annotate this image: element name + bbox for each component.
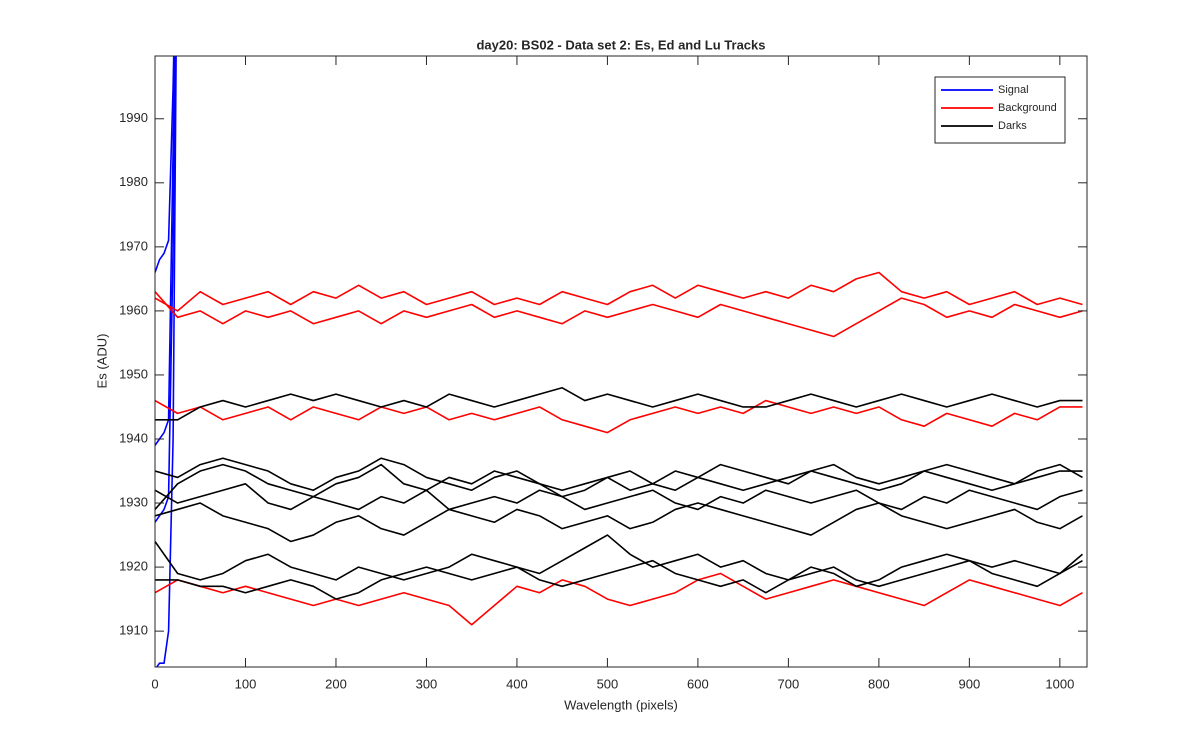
legend-label: Signal — [998, 84, 1029, 96]
x-axis-label: Wavelength (pixels) — [564, 697, 678, 712]
series-line — [155, 291, 1083, 338]
plot-area — [155, 56, 1087, 667]
series-line — [155, 463, 1083, 510]
series-line — [155, 457, 1083, 498]
legend-label: Darks — [998, 120, 1027, 132]
x-tick-label: 400 — [506, 676, 528, 691]
x-tick-label: 200 — [325, 676, 347, 691]
series-line — [155, 271, 1083, 312]
series-line — [155, 502, 1083, 543]
y-tick-label: 1990 — [119, 110, 148, 125]
series-line — [155, 399, 1083, 434]
x-tick-label: 900 — [959, 676, 981, 691]
series-line — [155, 386, 1083, 421]
y-tick-label: 1980 — [119, 174, 148, 189]
y-tick-label: 1970 — [119, 238, 148, 253]
series-line — [155, 56, 177, 523]
y-tick-label: 1930 — [119, 494, 148, 509]
y-tick-label: 1920 — [119, 559, 148, 574]
plot-lines — [155, 56, 1083, 667]
y-tick-label: 1950 — [119, 366, 148, 381]
x-tick-label: 700 — [778, 676, 800, 691]
legend: Signal Background Darks — [934, 76, 1066, 144]
axes-box — [154, 55, 1088, 668]
series-line — [155, 534, 1083, 588]
y-tick-label: 1960 — [119, 302, 148, 317]
x-tick-label: 800 — [868, 676, 890, 691]
x-tick-label: 0 — [151, 676, 158, 691]
y-axis-label: Es (ADU) — [94, 334, 109, 389]
legend-label: Background — [998, 102, 1057, 114]
x-tick-label: 600 — [687, 676, 709, 691]
series-line — [155, 56, 175, 273]
x-tick-label: 1000 — [1045, 676, 1074, 691]
x-tick-label: 100 — [235, 676, 257, 691]
legend-box — [934, 76, 1066, 144]
series-line — [155, 572, 1083, 626]
y-tick-label: 1910 — [119, 623, 148, 638]
x-tick-label: 300 — [416, 676, 438, 691]
series-line — [155, 56, 176, 446]
series-line — [155, 483, 1083, 511]
y-tick-label: 1940 — [119, 430, 148, 445]
chart-title: day20: BS02 - Data set 2: Es, Ed and Lu … — [476, 37, 765, 52]
x-tick-label: 500 — [597, 676, 619, 691]
series-line — [155, 553, 1083, 600]
series-line — [155, 56, 177, 667]
